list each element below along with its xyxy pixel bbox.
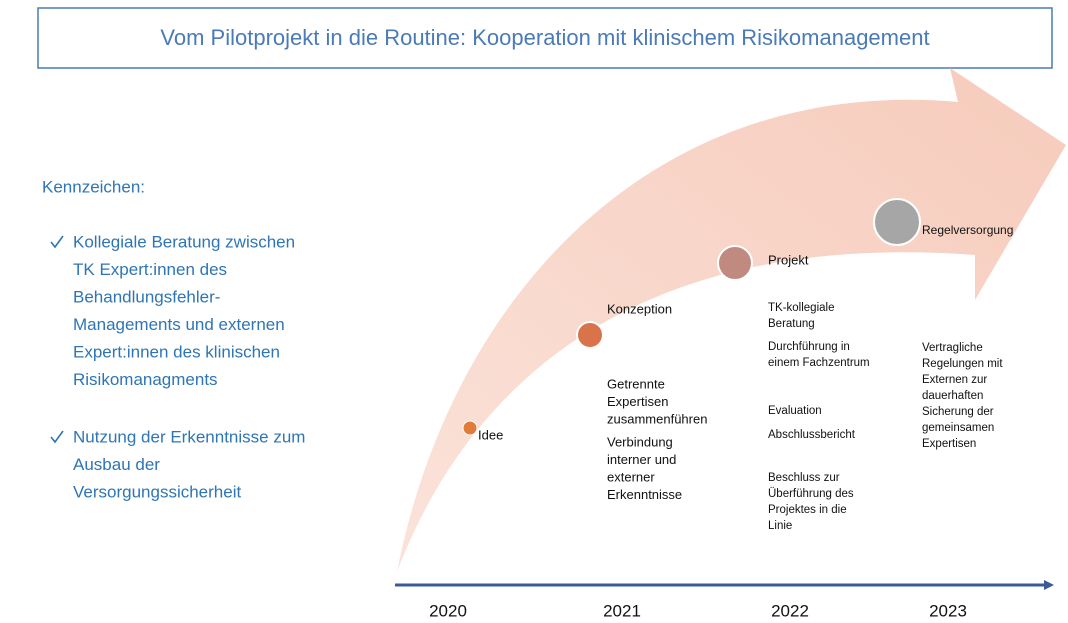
- stage-label: Regelversorgung: [922, 223, 1013, 237]
- stage-detail: Überführung des: [768, 488, 854, 500]
- bullet-text: Ausbau der: [73, 455, 160, 474]
- stage-detail: gemeinsamen: [922, 422, 994, 434]
- stage-detail: Abschlussbericht: [768, 429, 856, 441]
- stage-detail: Durchführung in: [768, 341, 850, 353]
- stage-detail: Vertragliche: [922, 342, 983, 354]
- stage-detail: einem Fachzentrum: [768, 357, 870, 369]
- sidebar-heading: Kennzeichen:: [42, 177, 145, 196]
- bullet-text: TK Expert:innen des: [73, 260, 227, 279]
- stage-detail: Expertisen: [607, 394, 668, 409]
- stage-detail: Linie: [768, 520, 792, 532]
- bullet-text: Behandlungsfehler-: [73, 287, 220, 306]
- stage-detail: TK-kollegiale: [768, 302, 834, 314]
- title: Vom Pilotprojekt in die Routine: Koopera…: [160, 25, 929, 50]
- stage-detail: Erkenntnisse: [607, 487, 682, 502]
- bullet-text: Versorgungssicherheit: [73, 482, 241, 501]
- stage-circle: [717, 245, 753, 281]
- bullet-text: Expert:innen des klinischen: [73, 342, 280, 361]
- stage-detail: dauerhaften: [922, 390, 983, 402]
- year-label: 2021: [603, 601, 641, 620]
- axis-arrowhead: [1044, 580, 1054, 590]
- bullet-text: Risikomanagments: [73, 370, 218, 389]
- growth-arrow: [397, 68, 1066, 572]
- checkmark: [50, 430, 64, 444]
- stage-circle: [462, 420, 478, 436]
- stage-label: Idee: [478, 427, 503, 442]
- stage-detail: Regelungen mit: [922, 358, 1003, 370]
- stage-detail: Evaluation: [768, 405, 822, 417]
- stage-detail: externer: [607, 469, 655, 484]
- bullet-text: Kollegiale Beratung zwischen: [73, 232, 295, 251]
- year-label: 2020: [429, 601, 467, 620]
- stage-detail: Externen zur: [922, 374, 987, 386]
- year-label: 2022: [771, 601, 809, 620]
- stage-detail: interner und: [607, 452, 676, 467]
- title-box: [37, 7, 1053, 69]
- stage-circle: [873, 198, 921, 246]
- stage-detail: Expertisen: [922, 438, 976, 450]
- stage-detail: Verbindung: [607, 434, 673, 449]
- stage-detail: Beschluss zur: [768, 472, 840, 484]
- stage-detail: zusammenführen: [607, 411, 707, 426]
- stage-detail: Beratung: [768, 318, 815, 330]
- stage-detail: Projektes in die: [768, 504, 847, 516]
- stage-detail: Getrennte: [607, 376, 665, 391]
- stage-detail: Sicherung der: [922, 406, 994, 418]
- bullet-text: Managements und externen: [73, 315, 285, 334]
- stage-label: Projekt: [768, 252, 809, 267]
- stage-circle: [576, 321, 604, 349]
- bullet-text: Nutzung der Erkenntnisse zum: [73, 427, 305, 446]
- stage-label: Konzeption: [607, 301, 672, 316]
- year-label: 2023: [929, 601, 967, 620]
- checkmark: [50, 235, 64, 249]
